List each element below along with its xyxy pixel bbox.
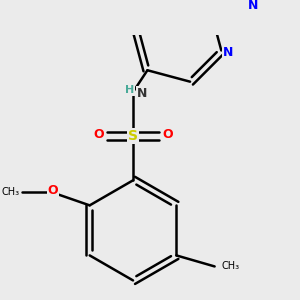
- Text: O: O: [162, 128, 173, 141]
- Text: O: O: [93, 128, 104, 141]
- Text: CH₃: CH₃: [222, 261, 240, 272]
- Text: N: N: [248, 0, 258, 12]
- Text: O: O: [48, 184, 58, 197]
- Text: H: H: [125, 85, 134, 95]
- Text: N: N: [137, 87, 147, 100]
- Text: N: N: [223, 46, 233, 59]
- Text: CH₃: CH₃: [1, 187, 19, 197]
- Text: S: S: [128, 129, 138, 143]
